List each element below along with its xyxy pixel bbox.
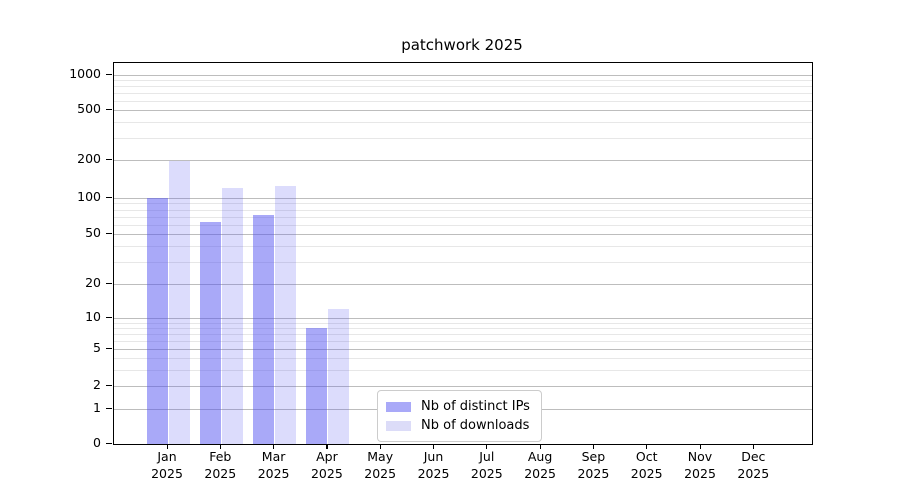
y-tick-label: 1000 xyxy=(0,66,101,82)
legend-swatch-downloads xyxy=(386,421,411,431)
legend-swatch-distinct-ips xyxy=(386,402,411,412)
gridline-minor xyxy=(114,217,812,218)
gridline-major xyxy=(114,198,812,199)
legend-item: Nb of downloads xyxy=(386,416,532,435)
y-tick-label: 5 xyxy=(0,340,101,356)
y-tick-mark xyxy=(106,74,112,75)
y-tick-label: 500 xyxy=(0,101,101,117)
gridline-minor xyxy=(114,101,812,102)
legend-label: Nb of downloads xyxy=(421,416,529,435)
gridline-minor xyxy=(114,93,812,94)
bar-downloads xyxy=(328,309,349,444)
gridline-major xyxy=(114,75,812,76)
y-tick-mark xyxy=(106,197,112,198)
bar-downloads xyxy=(222,188,243,444)
gridline-minor xyxy=(114,80,812,81)
y-tick-mark xyxy=(106,317,112,318)
y-tick-mark xyxy=(106,159,112,160)
legend-label: Nb of distinct IPs xyxy=(421,397,530,416)
x-tick-label: Dec 2025 xyxy=(713,449,793,482)
figure: patchwork 2025 Nb of distinct IPsNb of d… xyxy=(0,0,900,500)
y-tick-label: 0 xyxy=(0,435,101,451)
y-tick-label: 100 xyxy=(0,189,101,205)
legend-item: Nb of distinct IPs xyxy=(386,397,532,416)
y-tick-mark xyxy=(106,109,112,110)
bar-downloads xyxy=(169,161,190,444)
y-tick-mark xyxy=(106,348,112,349)
y-tick-label: 1 xyxy=(0,400,101,416)
y-tick-label: 20 xyxy=(0,275,101,291)
gridline-minor xyxy=(114,122,812,123)
y-tick-label: 2 xyxy=(0,377,101,393)
y-tick-mark xyxy=(106,283,112,284)
bar-distinct-ips xyxy=(253,215,274,444)
bar-distinct-ips xyxy=(200,222,221,444)
bar-distinct-ips xyxy=(147,198,168,444)
bar-distinct-ips xyxy=(306,328,327,444)
y-tick-label: 50 xyxy=(0,225,101,241)
y-tick-mark xyxy=(106,385,112,386)
y-tick-label: 10 xyxy=(0,309,101,325)
gridline-minor xyxy=(114,138,812,139)
y-tick-label: 200 xyxy=(0,151,101,167)
gridline-minor xyxy=(114,203,812,204)
chart-title: patchwork 2025 xyxy=(113,35,811,55)
legend: Nb of distinct IPsNb of downloads xyxy=(377,390,542,442)
y-tick-mark xyxy=(106,233,112,234)
bar-downloads xyxy=(275,186,296,444)
gridline-major xyxy=(114,160,812,161)
gridline-minor xyxy=(114,86,812,87)
plot-area xyxy=(113,62,813,445)
gridline-major xyxy=(114,110,812,111)
gridline-minor xyxy=(114,210,812,211)
y-tick-mark xyxy=(106,408,112,409)
y-tick-mark xyxy=(106,443,112,444)
